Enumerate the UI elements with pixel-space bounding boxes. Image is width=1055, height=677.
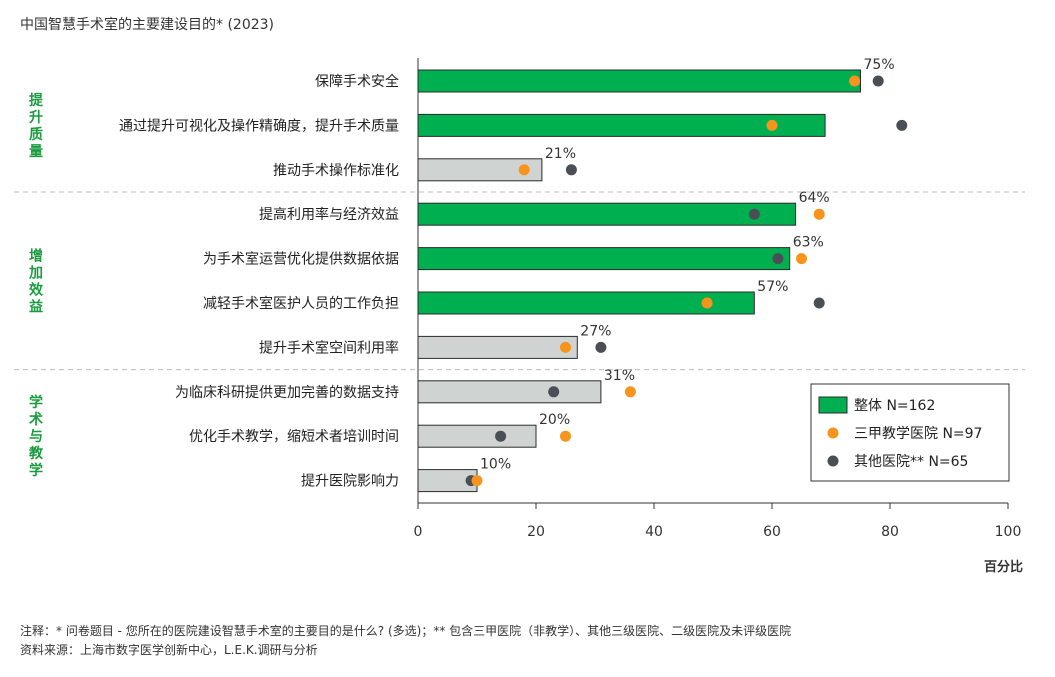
- x-tick-label: 80: [881, 524, 899, 540]
- category-label: 推动手术操作标准化: [273, 163, 399, 179]
- legend-swatch-tertiary: [827, 427, 839, 439]
- category-label: 为手术室运营优化提供数据依据: [203, 251, 399, 268]
- legend-swatch-overall: [818, 396, 848, 414]
- legend-label-other: 其他医院** N=65: [854, 454, 968, 470]
- bar: [417, 291, 755, 315]
- x-tick-label: 0: [414, 524, 423, 540]
- data-label: 21%: [545, 146, 576, 162]
- dot-other-hospitals: [548, 386, 560, 398]
- dot-other-hospitals: [896, 119, 908, 131]
- dot-tertiary-teaching: [849, 75, 861, 87]
- dot-other-hospitals: [748, 208, 760, 220]
- data-label: 27%: [580, 323, 611, 339]
- dot-other-hospitals: [772, 253, 784, 265]
- dot-tertiary-teaching: [813, 208, 825, 220]
- data-label: 64%: [799, 190, 830, 206]
- data-label: 31%: [604, 368, 635, 384]
- dot-tertiary-teaching: [560, 430, 571, 442]
- category-label: 优化手术教学，缩短术者培训时间: [189, 429, 399, 445]
- data-label: 20%: [539, 412, 570, 428]
- dot-tertiary-teaching: [701, 297, 713, 309]
- dot-other-hospitals: [565, 164, 577, 176]
- x-tick-label: 40: [645, 524, 663, 540]
- dot-tertiary-teaching: [560, 341, 571, 353]
- bar: [417, 380, 602, 404]
- chart-title: 中国智慧手术室的主要建设目的* (2023): [20, 17, 275, 33]
- dot-other-hospitals: [872, 75, 884, 87]
- data-label: 10%: [480, 457, 511, 473]
- category-label: 保障手术安全: [315, 73, 399, 90]
- group-label: 提升质量: [29, 93, 44, 160]
- category-label: 提升医院影响力: [301, 474, 399, 490]
- bar: [417, 247, 791, 271]
- dot-other-hospitals: [495, 430, 507, 442]
- group-label: 增加效益: [28, 247, 44, 315]
- bar: [417, 158, 543, 182]
- dot-tertiary-teaching: [624, 386, 636, 398]
- bar: [417, 69, 861, 93]
- category-label: 提升手术室空间利用率: [259, 339, 399, 356]
- dot-tertiary-teaching: [471, 475, 483, 487]
- bar: [417, 113, 826, 137]
- dot-other-hospitals: [813, 297, 825, 309]
- dot-tertiary-teaching: [796, 253, 807, 265]
- dot-tertiary-teaching: [766, 119, 778, 131]
- data-label: 57%: [757, 279, 788, 295]
- category-label: 减轻手术室医护人员的工作负担: [203, 295, 399, 312]
- dot-other-hospitals: [595, 341, 607, 353]
- data-label: 63%: [793, 235, 824, 251]
- bar: [417, 202, 797, 226]
- x-tick-label: 60: [763, 524, 781, 540]
- data-label: 75%: [864, 57, 895, 73]
- footnote: 注释：* 问卷题目 - 您所在的医院建设智慧手术室的主要目的是什么? (多选)；…: [20, 624, 792, 638]
- dot-tertiary-teaching: [518, 164, 530, 176]
- category-label: 通过提升可视化及操作精确度，提升手术质量: [119, 118, 399, 134]
- legend-label-tertiary: 三甲教学医院 N=97: [854, 426, 982, 442]
- category-label: 为临床科研提供更加完善的数据支持: [175, 385, 399, 401]
- x-tick-label: 20: [527, 524, 545, 540]
- x-axis-label: 百分比: [984, 559, 1023, 575]
- legend-swatch-other: [827, 455, 839, 467]
- bar: [417, 335, 578, 359]
- source-note: 资料来源：上海市数字医学创新中心，L.E.K.调研与分析: [20, 643, 318, 657]
- group-label: 学术与教学: [29, 394, 44, 479]
- bar: [417, 424, 537, 448]
- x-tick-label: 100: [995, 524, 1022, 540]
- legend-label-overall: 整体 N=162: [854, 398, 935, 414]
- category-label: 提高利用率与经济效益: [259, 206, 399, 223]
